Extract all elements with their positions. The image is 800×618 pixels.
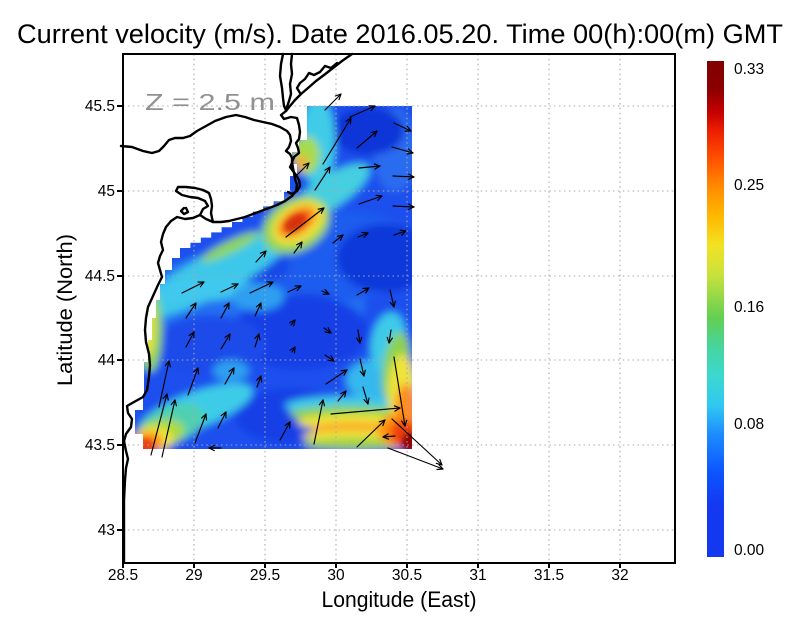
svg-text:Current velocity (m/s). Date 2: Current velocity (m/s). Date 2016.05.20.… <box>17 19 783 49</box>
svg-text:Z = 2.5 m: Z = 2.5 m <box>145 89 275 115</box>
svg-text:43: 43 <box>98 522 115 539</box>
svg-text:0.00: 0.00 <box>734 542 765 559</box>
svg-text:Latitude (North): Latitude (North) <box>54 234 77 386</box>
svg-text:44: 44 <box>98 352 116 369</box>
svg-text:32: 32 <box>611 567 628 584</box>
svg-text:44.5: 44.5 <box>85 268 115 285</box>
svg-text:0.33: 0.33 <box>734 61 764 78</box>
svg-text:31: 31 <box>469 567 486 584</box>
svg-text:30.5: 30.5 <box>392 567 422 584</box>
svg-text:29.5: 29.5 <box>250 567 280 584</box>
svg-text:0.25: 0.25 <box>734 177 764 194</box>
svg-text:45.5: 45.5 <box>85 98 115 115</box>
svg-text:31.5: 31.5 <box>534 567 564 584</box>
svg-text:29: 29 <box>185 567 202 584</box>
svg-text:Longitude (East): Longitude (East) <box>322 587 477 612</box>
svg-text:0.08: 0.08 <box>734 416 764 433</box>
svg-text:0.16: 0.16 <box>734 299 764 316</box>
svg-text:28.5: 28.5 <box>108 567 138 584</box>
svg-text:45: 45 <box>98 183 115 200</box>
svg-text:43.5: 43.5 <box>85 437 115 454</box>
svg-text:30: 30 <box>327 567 345 584</box>
